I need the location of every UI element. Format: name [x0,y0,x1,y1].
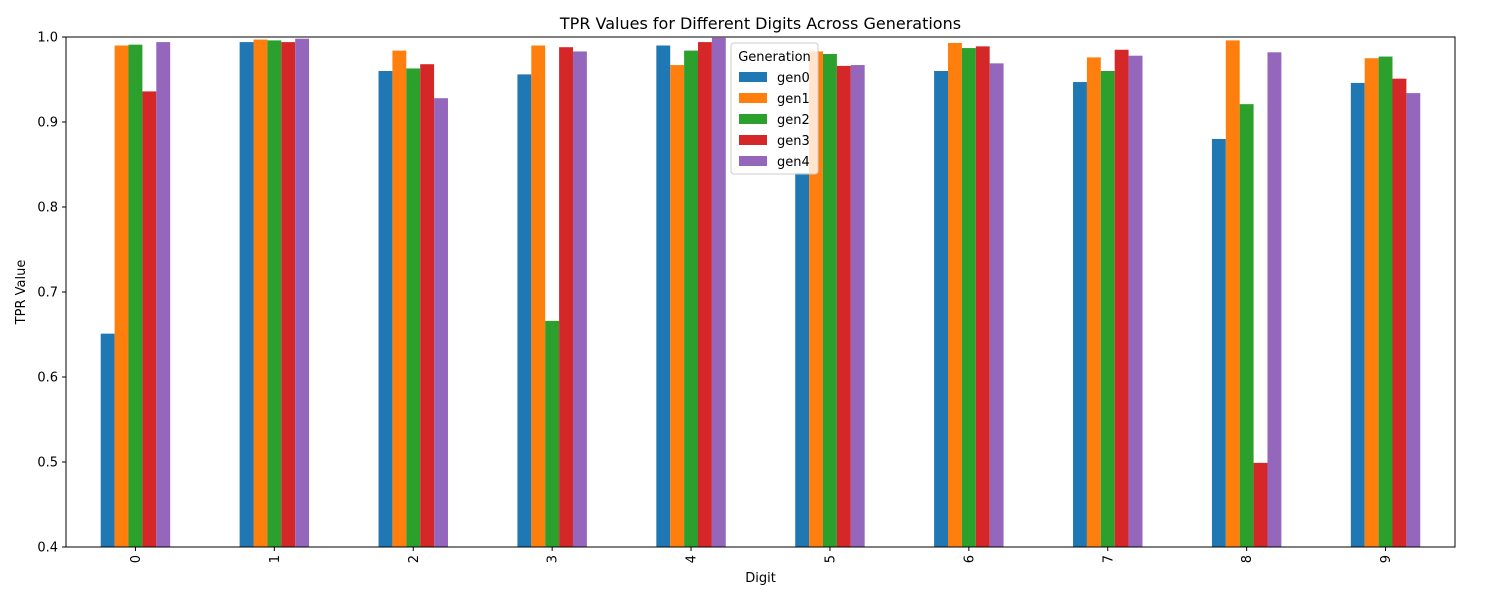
bar-gen3-digit-9 [1392,78,1407,547]
legend-swatch-gen2 [739,114,767,124]
legend: Generation gen0 gen1 gen2 gen3 gen4 [730,42,819,175]
x-tick-label: 6 [962,555,977,563]
legend-swatch-gen3 [739,135,767,145]
bar-gen3-digit-4 [697,42,712,547]
bar-gen4-digit-5 [850,65,865,547]
x-tick-label: 0 [129,555,144,563]
bar-gen3-digit-5 [836,65,851,547]
x-tick-label: 5 [823,555,838,563]
bar-gen0-digit-3 [517,74,532,547]
legend-label-gen3: gen3 [777,134,810,149]
x-axis: 0 1 2 3 4 5 6 7 8 9 [129,547,1394,563]
x-tick-label: 7 [1101,555,1116,563]
bar-gen1-digit-1 [253,39,268,547]
y-tick-label: 0.5 [37,456,58,471]
bar-gen1-digit-3 [531,45,546,547]
bar-gen2-digit-6 [961,48,976,547]
bar-gen1-digit-5 [809,51,824,547]
y-axis-label: TPR Value [14,260,29,326]
y-axis: 0.4 0.5 0.6 0.7 0.8 0.9 1.0 [37,31,66,556]
bar-gen2-digit-5 [823,54,837,547]
legend-swatch-gen1 [739,93,767,103]
x-tick-label: 3 [546,555,561,563]
y-tick-label: 0.4 [37,541,58,556]
bar-gen3-digit-8 [1253,462,1268,547]
bar-gen0-digit-5 [795,173,810,547]
bar-gen2-digit-9 [1378,56,1393,547]
bar-gen1-digit-6 [948,42,962,547]
x-tick-label: 4 [685,555,700,563]
bar-gen1-digit-8 [1225,40,1240,547]
y-tick-label: 0.9 [37,116,58,131]
bar-gen0-digit-6 [934,71,949,547]
bar-gen0-digit-2 [378,71,393,547]
bar-gen0-digit-9 [1350,82,1365,547]
bar-gen4-digit-2 [434,98,448,547]
x-tick-label: 2 [407,555,422,563]
bar-gen2-digit-4 [684,50,698,547]
bar-gen4-digit-8 [1267,52,1282,547]
y-tick-label: 0.7 [37,286,58,301]
legend-label-gen0: gen0 [777,71,810,86]
bar-gen2-digit-0 [128,44,143,547]
x-tick-label: 9 [1379,555,1394,563]
bar-gen4-digit-9 [1406,93,1421,547]
bar-gen0-digit-4 [656,45,671,547]
x-axis-label: Digit [745,571,776,586]
bar-gen2-digit-8 [1239,104,1254,547]
bar-gen3-digit-7 [1114,49,1129,547]
bar-gen4-digit-7 [1128,55,1143,547]
bar-gen3-digit-1 [281,42,296,547]
bar-gen1-digit-0 [114,45,129,547]
bar-gen3-digit-3 [559,47,573,547]
legend-label-gen1: gen1 [777,92,810,107]
legend-label-gen2: gen2 [777,113,810,128]
bar-gen0-digit-8 [1211,139,1226,547]
legend-swatch-gen0 [739,72,767,82]
bar-gen2-digit-2 [406,68,421,547]
bar-gen1-digit-7 [1086,57,1101,547]
bar-gen4-digit-3 [572,51,587,547]
bar-gen2-digit-3 [545,320,560,547]
bar-gen4-digit-6 [989,63,1004,547]
bar-gen3-digit-2 [420,64,435,547]
bar-gen4-digit-0 [156,42,171,547]
bar-gen1-digit-2 [392,50,407,547]
legend-swatch-gen4 [739,156,767,166]
bar-gen2-digit-7 [1100,71,1115,547]
bar-gen0-digit-0 [100,333,115,547]
legend-label-gen4: gen4 [777,155,810,170]
bar-gen3-digit-0 [142,91,157,547]
y-tick-label: 1.0 [37,31,58,46]
bar-gen1-digit-4 [670,65,685,547]
x-tick-label: 1 [268,555,283,563]
bar-gen2-digit-1 [267,40,282,547]
chart-title: TPR Values for Different Digits Across G… [559,14,961,33]
bar-gen0-digit-1 [239,42,254,547]
legend-title: Generation [738,50,811,65]
bar-gen0-digit-7 [1073,82,1087,547]
y-tick-label: 0.8 [37,201,58,216]
bar-gen3-digit-6 [975,46,990,547]
bar-gen1-digit-9 [1364,58,1379,547]
x-tick-label: 8 [1240,555,1255,563]
y-tick-label: 0.6 [37,371,58,386]
bar-gen4-digit-4 [711,37,726,547]
bars-group [100,37,1421,547]
bar-gen4-digit-1 [295,38,310,547]
